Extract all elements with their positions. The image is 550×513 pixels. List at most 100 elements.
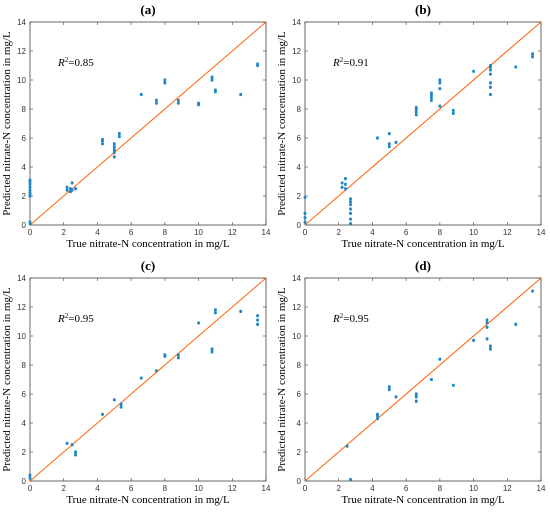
x-tick-label: 8 <box>438 484 443 493</box>
x-tick-label: 4 <box>370 228 375 237</box>
x-tick-label: 8 <box>438 228 443 237</box>
y-tick-label: 4 <box>297 419 302 428</box>
data-point <box>210 78 214 82</box>
data-point <box>119 405 123 409</box>
x-tick-label: 10 <box>194 484 203 493</box>
y-tick-label: 14 <box>17 274 26 283</box>
data-point <box>176 101 180 105</box>
x-tick-label: 0 <box>28 228 33 237</box>
data-point <box>65 185 69 189</box>
panel-label: (d) <box>415 258 431 273</box>
data-point <box>112 148 116 152</box>
data-point <box>344 187 347 191</box>
data-point <box>349 197 352 201</box>
data-point <box>531 52 534 56</box>
y-tick-label: 4 <box>22 419 27 428</box>
y-tick-label: 0 <box>297 221 302 230</box>
data-point <box>139 92 143 97</box>
reference-line <box>304 21 542 226</box>
scatter-chart-c: (c) 0 2 4 6 8 10 12 14 0 2 4 6 8 10 12 14 True nitrate-N … <box>1 258 271 506</box>
data-point <box>489 68 492 72</box>
data-point <box>387 385 391 389</box>
data-point <box>303 211 307 215</box>
data-point <box>430 91 433 95</box>
data-point <box>155 101 158 105</box>
data-point <box>340 185 344 189</box>
data-point <box>163 78 167 82</box>
panel-b: (b) 0 2 4 6 8 10 12 14 0 2 4 6 8 10 12 14 True nitrate-N … <box>275 0 550 256</box>
x-tick-label: 12 <box>228 484 237 493</box>
x-tick-label: 6 <box>129 484 134 493</box>
y-tick-label: 14 <box>17 18 26 27</box>
y-tick-label: 10 <box>292 332 301 341</box>
data-point <box>344 177 347 181</box>
data-point <box>303 216 307 220</box>
data-point <box>74 187 77 191</box>
data-point <box>387 132 391 136</box>
data-point <box>531 55 534 59</box>
panel-c: (c) 0 2 4 6 8 10 12 14 0 2 4 6 8 10 12 14 True nitrate-N … <box>0 256 275 513</box>
data-point <box>70 443 74 447</box>
data-point <box>485 337 489 341</box>
scatter-chart-b: (b) 0 2 4 6 8 10 12 14 0 2 4 6 8 10 12 14 True nitrate-N … <box>276 2 546 250</box>
y-tick-label: 12 <box>292 303 301 312</box>
data-point <box>303 220 307 224</box>
y-tick-label: 12 <box>17 47 26 56</box>
data-point <box>340 181 344 185</box>
data-point <box>345 444 349 448</box>
x-axis-label: True nitrate-N concentration in mg/L <box>66 238 230 250</box>
data-point <box>197 101 200 105</box>
y-tick-label: 14 <box>292 274 301 283</box>
x-tick-label: 14 <box>262 484 271 493</box>
data-point <box>119 402 123 406</box>
data-point <box>28 476 32 480</box>
panel-a: (a) 0 2 4 6 8 10 12 14 0 2 4 6 8 10 12 14 True nitrate-N … <box>0 0 275 256</box>
data-point <box>472 69 475 73</box>
data-point <box>239 309 243 313</box>
x-tick-label: 6 <box>404 484 409 493</box>
plot-frame <box>29 277 267 482</box>
data-point <box>256 322 259 326</box>
data-point <box>489 85 492 89</box>
panel-label: (b) <box>415 2 431 17</box>
x-axis-label: True nitrate-N concentration in mg/L <box>341 238 505 250</box>
data-point <box>430 98 433 102</box>
data-point <box>214 88 217 92</box>
data-point <box>451 108 455 113</box>
y-tick-label: 10 <box>17 76 26 85</box>
data-point <box>489 92 492 97</box>
y-tick-label: 6 <box>297 390 302 399</box>
data-point <box>197 321 200 325</box>
data-point <box>438 87 442 91</box>
data-point <box>155 98 158 102</box>
x-tick-label: 10 <box>469 484 478 493</box>
reference-line <box>304 277 542 482</box>
data-point <box>489 344 492 348</box>
r-squared-annotation: R2=0.85 <box>57 56 94 69</box>
data-point <box>438 357 442 361</box>
data-point <box>256 314 259 318</box>
y-tick-label: 4 <box>297 163 302 172</box>
data-point <box>485 321 489 325</box>
y-tick-label: 8 <box>297 105 302 114</box>
data-point <box>214 308 217 312</box>
x-tick-label: 8 <box>163 484 168 493</box>
data-point <box>349 211 352 215</box>
data-point <box>387 388 391 392</box>
data-point <box>117 134 121 139</box>
x-tick-label: 2 <box>336 484 341 493</box>
y-tick-label: 2 <box>297 192 302 201</box>
y-tick-label: 6 <box>22 134 27 143</box>
y-tick-label: 0 <box>22 221 27 230</box>
y-axis-label: Predicted nitrate-N concentration in mg/… <box>276 31 288 216</box>
panel-label: (c) <box>141 258 155 273</box>
y-tick-label: 8 <box>297 361 302 370</box>
y-tick-label: 2 <box>22 448 27 457</box>
x-tick-label: 12 <box>503 484 512 493</box>
y-tick-label: 6 <box>22 390 27 399</box>
data-point <box>112 145 116 149</box>
data-point <box>387 142 391 146</box>
x-axis-label: True nitrate-N concentration in mg/L <box>66 494 230 506</box>
y-axis-label: Predicted nitrate-N concentration in mg/… <box>276 287 288 472</box>
data-point <box>485 318 489 322</box>
